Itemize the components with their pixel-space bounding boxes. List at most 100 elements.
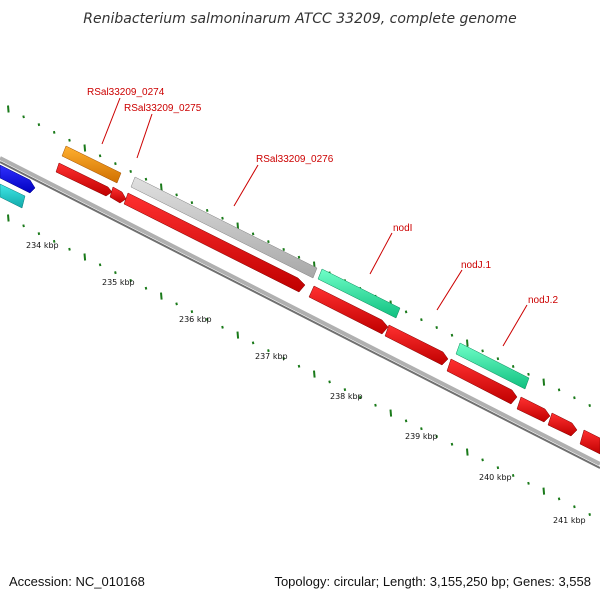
- inner-tick: [282, 356, 285, 360]
- outer-tick: [557, 388, 561, 392]
- scale-label-236: 236 kbp: [179, 315, 212, 324]
- scale-label-237: 237 kbp: [255, 352, 288, 361]
- cds-right-2[interactable]: [547, 412, 578, 437]
- outer-tick: [435, 326, 438, 329]
- inner-tick: [221, 325, 224, 329]
- outer-tick: [98, 154, 102, 158]
- gene-blue[interactable]: [0, 164, 36, 194]
- outer-tick: [267, 240, 270, 244]
- inner-tick: [435, 435, 438, 438]
- gene-label-nodj2: nodJ.2: [528, 295, 558, 306]
- outer-tick: [251, 232, 255, 236]
- cds-right-1[interactable]: [516, 396, 551, 423]
- cds-0274[interactable]: [55, 162, 113, 197]
- outer-tick: [114, 162, 117, 166]
- inner-tick: [450, 442, 454, 446]
- outer-tick: [527, 372, 530, 376]
- gene-nodi[interactable]: [317, 268, 401, 319]
- inner-tick: [83, 253, 87, 261]
- inner-tick: [496, 466, 500, 470]
- genome-backbone: [0, 156, 600, 469]
- inner-tick: [160, 292, 163, 300]
- outer-tick: [144, 177, 148, 181]
- outer-tick: [160, 183, 163, 191]
- scale-label-234: 234 kbp: [26, 241, 59, 250]
- outer-tick: [37, 123, 41, 127]
- outer-tick: [420, 318, 423, 322]
- inner-tick: [328, 380, 331, 384]
- cds-0276[interactable]: [123, 192, 306, 293]
- outer-tick: [83, 144, 87, 152]
- scale-label-240: 240 kbp: [479, 473, 512, 482]
- outer-tick: [22, 115, 25, 119]
- cds-0275[interactable]: [109, 186, 127, 204]
- gene-track: [0, 145, 600, 455]
- gene-label-group: RSal33209_0274 RSal33209_0275 RSal33209_…: [87, 87, 558, 306]
- outer-tick: [175, 193, 178, 197]
- inner-tick: [98, 263, 102, 267]
- inner-tick: [52, 239, 56, 243]
- genome-summary-text: Topology: circular; Length: 3,155,250 bp…: [274, 574, 591, 589]
- inner-tick: [267, 349, 270, 353]
- cds-nodj2[interactable]: [446, 358, 518, 405]
- gene-cyan[interactable]: [0, 183, 26, 209]
- outer-tick: [297, 255, 301, 259]
- outer-tick-track: [7, 105, 591, 407]
- inner-tick: [114, 271, 117, 275]
- cds-right-3[interactable]: [579, 429, 600, 455]
- outer-tick: [496, 357, 500, 361]
- outer-tick: [404, 310, 408, 314]
- inner-tick: [175, 302, 178, 306]
- scale-label-235: 235 kbp: [102, 278, 135, 287]
- outer-tick: [68, 138, 71, 142]
- cds-nodj1[interactable]: [384, 324, 449, 366]
- gene-label-nodj1: nodJ.1: [461, 260, 491, 271]
- gene-label-nodi: nodI: [393, 223, 412, 234]
- gene-nodj2[interactable]: [455, 342, 530, 390]
- outer-tick: [190, 201, 194, 205]
- inner-tick: [22, 224, 25, 228]
- outer-tick: [205, 208, 209, 212]
- inner-tick: [527, 481, 530, 485]
- scale-label-239: 239 kbp: [405, 432, 438, 441]
- scale-label-238: 238 kbp: [330, 392, 363, 401]
- inner-tick: [511, 474, 515, 477]
- inner-tick: [557, 497, 561, 501]
- outer-tick: [573, 396, 576, 400]
- inner-tick: [420, 427, 423, 431]
- inner-tick: [205, 317, 209, 321]
- scale-label-group: 234 kbp 235 kbp 236 kbp 237 kbp 238 kbp …: [26, 241, 586, 525]
- cds-nodi[interactable]: [308, 285, 389, 335]
- inner-tick: [481, 458, 484, 462]
- outer-tick: [52, 130, 56, 134]
- inner-tick: [129, 278, 132, 282]
- gene-label-rsal33209-0275: RSal33209_0275: [124, 103, 202, 114]
- inner-tick: [37, 232, 41, 236]
- inner-tick: [358, 395, 362, 399]
- accession-text: Accession: NC_010168: [9, 574, 145, 589]
- inner-tick: [389, 409, 393, 417]
- outer-tick: [7, 105, 10, 113]
- gene-rsal33209-0276[interactable]: [130, 176, 318, 279]
- inner-tick: [7, 214, 10, 222]
- inner-tick: [313, 370, 316, 378]
- scale-label-241: 241 kbp: [553, 516, 586, 525]
- outer-tick: [221, 216, 224, 220]
- outer-tick: [450, 333, 454, 337]
- inner-tick: [297, 364, 301, 368]
- gene-label-rsal33209-0276: RSal33209_0276: [256, 154, 334, 165]
- inner-tick: [588, 513, 591, 516]
- outer-tick: [542, 378, 546, 386]
- inner-tick: [374, 403, 377, 407]
- inner-tick-track: [7, 214, 591, 516]
- inner-tick: [236, 331, 240, 339]
- outer-tick: [481, 349, 484, 353]
- inner-tick: [68, 247, 71, 251]
- map-title: Renibacterium salmoninarum ATCC 33209, c…: [83, 11, 516, 27]
- gene-rsal33209-0274[interactable]: [61, 145, 122, 184]
- label-leaders: [101, 97, 528, 347]
- inner-tick: [190, 310, 194, 314]
- inner-tick: [542, 487, 546, 495]
- outer-tick: [466, 339, 469, 347]
